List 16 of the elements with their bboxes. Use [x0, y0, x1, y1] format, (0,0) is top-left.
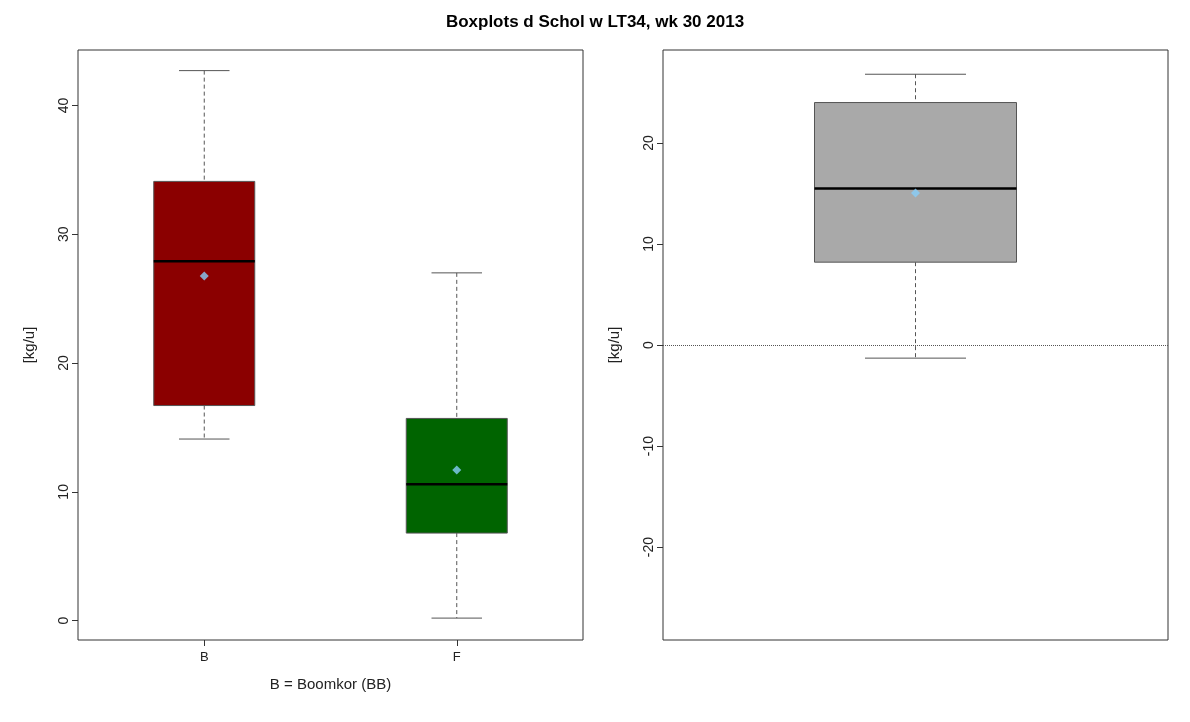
y-tick-label: 20 — [640, 134, 656, 151]
y-tick-label: 30 — [55, 226, 71, 242]
y-tick-label: 0 — [640, 340, 656, 349]
y-tick-label: -10 — [640, 435, 656, 457]
y-tick-label: 10 — [55, 483, 71, 500]
x-axis-title: B = Boomkor (BB) — [269, 675, 392, 692]
y-tick-label: 10 — [640, 235, 656, 252]
y-tick-label: 0 — [55, 616, 71, 625]
x-tick-label: B — [199, 649, 209, 664]
y-tick-label: 40 — [55, 97, 71, 114]
chart-title: Boxplots d Schol w LT34, wk 30 2013 — [444, 11, 746, 33]
y-axis-title: [kg/u] — [20, 326, 37, 364]
y-tick-label: 20 — [55, 355, 71, 371]
x-tick-label: F — [452, 649, 461, 664]
y-axis-title: [kg/u] — [605, 326, 622, 364]
y-tick-label: -20 — [640, 536, 656, 558]
